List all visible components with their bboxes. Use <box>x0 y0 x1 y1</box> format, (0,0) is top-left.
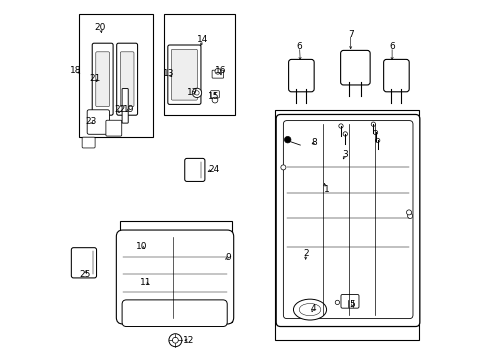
Circle shape <box>280 165 285 170</box>
FancyBboxPatch shape <box>288 59 313 92</box>
FancyBboxPatch shape <box>167 45 201 104</box>
Circle shape <box>335 300 339 305</box>
FancyBboxPatch shape <box>120 52 134 107</box>
Text: 15: 15 <box>208 92 219 101</box>
Text: 3: 3 <box>342 150 347 159</box>
Circle shape <box>373 130 377 135</box>
Text: 7: 7 <box>347 30 353 39</box>
FancyBboxPatch shape <box>276 114 419 327</box>
Text: 21: 21 <box>89 74 101 83</box>
Text: 12: 12 <box>183 336 194 345</box>
FancyBboxPatch shape <box>184 158 204 181</box>
Text: 17: 17 <box>186 89 198 98</box>
Circle shape <box>370 122 375 126</box>
FancyBboxPatch shape <box>71 248 96 278</box>
FancyBboxPatch shape <box>117 43 137 115</box>
FancyBboxPatch shape <box>171 49 197 100</box>
Ellipse shape <box>299 303 320 316</box>
Circle shape <box>406 210 411 215</box>
Circle shape <box>172 337 178 343</box>
Circle shape <box>343 132 347 136</box>
FancyBboxPatch shape <box>212 70 223 78</box>
Text: 6: 6 <box>296 42 302 51</box>
Bar <box>79 14 152 137</box>
FancyBboxPatch shape <box>122 89 128 123</box>
Text: 25: 25 <box>79 270 90 279</box>
Text: 4: 4 <box>309 305 315 313</box>
Circle shape <box>215 68 220 74</box>
FancyBboxPatch shape <box>82 137 95 148</box>
Text: 14: 14 <box>197 35 208 44</box>
Text: 9: 9 <box>225 253 231 262</box>
Text: 24: 24 <box>208 165 219 174</box>
Circle shape <box>284 136 290 143</box>
FancyBboxPatch shape <box>210 91 219 98</box>
Text: 5: 5 <box>349 300 355 309</box>
FancyBboxPatch shape <box>122 300 227 327</box>
Text: 1: 1 <box>324 185 329 194</box>
FancyBboxPatch shape <box>96 52 109 107</box>
FancyBboxPatch shape <box>340 294 358 308</box>
Text: 23: 23 <box>85 117 97 126</box>
Text: 20: 20 <box>95 23 106 32</box>
Circle shape <box>338 124 343 128</box>
FancyBboxPatch shape <box>283 121 412 319</box>
Bar <box>120 221 231 322</box>
Ellipse shape <box>293 299 326 320</box>
FancyBboxPatch shape <box>383 59 408 92</box>
FancyBboxPatch shape <box>87 110 109 134</box>
Bar <box>163 14 235 115</box>
Text: 2: 2 <box>302 249 308 258</box>
Text: 16: 16 <box>214 66 225 75</box>
Text: 18: 18 <box>70 66 81 75</box>
FancyBboxPatch shape <box>106 120 122 136</box>
Circle shape <box>192 88 201 98</box>
Text: 13: 13 <box>163 69 174 78</box>
Text: 22: 22 <box>115 105 126 114</box>
Text: 11: 11 <box>140 278 151 287</box>
Text: 6: 6 <box>388 42 394 51</box>
FancyBboxPatch shape <box>92 43 113 115</box>
FancyBboxPatch shape <box>340 50 369 85</box>
Bar <box>275 110 418 340</box>
Circle shape <box>212 97 218 103</box>
Text: 10: 10 <box>136 242 147 251</box>
Text: 8: 8 <box>311 138 317 147</box>
Circle shape <box>375 138 379 143</box>
Text: 19: 19 <box>122 105 134 114</box>
Circle shape <box>407 213 412 219</box>
Circle shape <box>168 334 182 347</box>
FancyBboxPatch shape <box>116 230 233 324</box>
Circle shape <box>194 91 199 95</box>
